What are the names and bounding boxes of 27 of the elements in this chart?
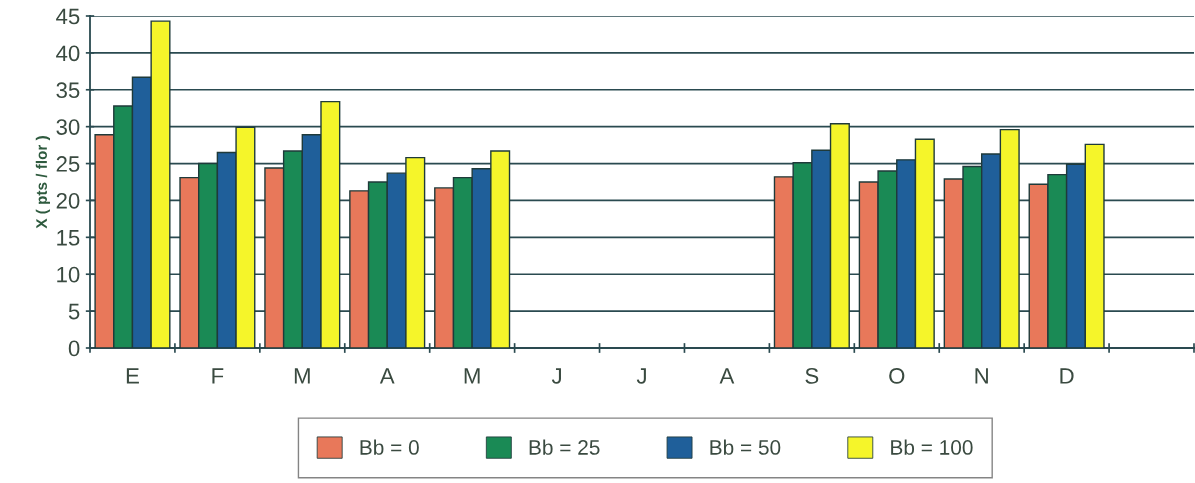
legend-label: Bb = 25 <box>529 439 600 455</box>
x-tick-label: E <box>126 368 139 384</box>
legend-label: Bb = 50 <box>710 439 781 455</box>
y-tick-label: 25 <box>56 156 80 172</box>
x-tick-label: M <box>294 368 310 384</box>
legend-label: Bb = 0 <box>360 439 419 455</box>
y-tick-label: 5 <box>68 303 80 320</box>
legend-label: Bb = 100 <box>891 439 973 455</box>
y-tick-label: 0 <box>68 340 80 357</box>
x-tick-label: J <box>551 368 561 384</box>
x-tick-label: D <box>1060 368 1074 384</box>
x-tick-label: O <box>889 368 905 384</box>
y-tick-label: 15 <box>57 230 80 246</box>
x-tick-label: S <box>805 368 819 384</box>
y-tick-label: 20 <box>56 192 80 209</box>
y-axis-title: X ( pts / flor ) <box>35 136 51 229</box>
x-tick-label: M <box>464 368 480 384</box>
x-tick-label: A <box>379 368 395 384</box>
y-tick-label: 10 <box>57 266 80 283</box>
x-tick-label: A <box>719 368 735 384</box>
x-tick-label: J <box>636 368 646 384</box>
y-tick-label: 40 <box>56 45 80 62</box>
y-tick-label: 45 <box>56 8 80 25</box>
x-tick-label: N <box>975 368 988 384</box>
y-tick-label: 30 <box>56 119 80 135</box>
x-tick-label: F <box>212 368 224 384</box>
y-tick-label: 35 <box>56 82 80 99</box>
